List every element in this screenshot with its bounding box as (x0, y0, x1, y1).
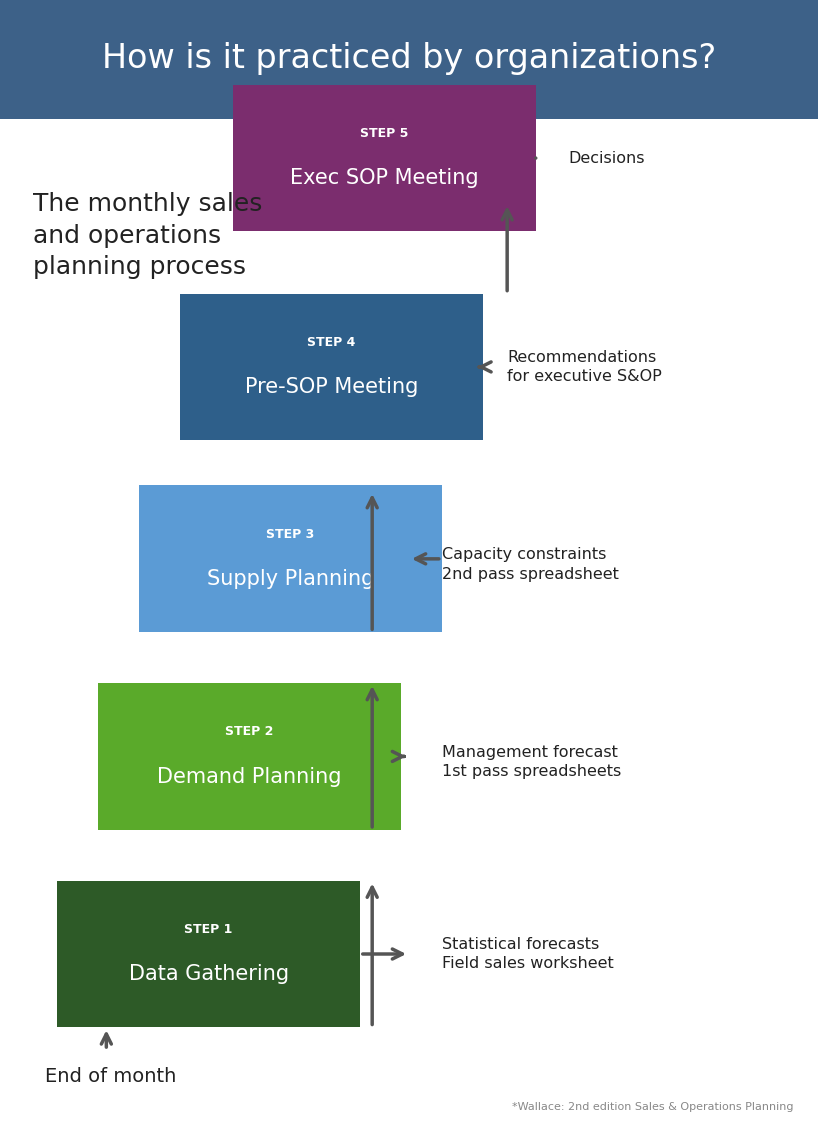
Text: STEP 2: STEP 2 (225, 725, 274, 738)
Text: The monthly sales
and operations
planning process: The monthly sales and operations plannin… (33, 192, 262, 279)
Text: STEP 3: STEP 3 (267, 527, 314, 541)
FancyBboxPatch shape (57, 881, 360, 1027)
FancyBboxPatch shape (180, 294, 483, 440)
Text: Demand Planning: Demand Planning (157, 767, 342, 787)
Text: Exec SOP Meeting: Exec SOP Meeting (290, 168, 479, 189)
Text: Management forecast
1st pass spreadsheets: Management forecast 1st pass spreadsheet… (442, 745, 621, 779)
Text: Pre-SOP Meeting: Pre-SOP Meeting (245, 377, 418, 397)
FancyBboxPatch shape (233, 85, 536, 231)
Text: STEP 4: STEP 4 (307, 335, 356, 349)
Text: STEP 5: STEP 5 (360, 126, 409, 140)
Text: Data Gathering: Data Gathering (128, 964, 289, 984)
Text: Recommendations
for executive S&OP: Recommendations for executive S&OP (507, 350, 662, 384)
Text: Decisions: Decisions (569, 150, 645, 166)
Text: How is it practiced by organizations?: How is it practiced by organizations? (102, 42, 716, 76)
Text: Statistical forecasts
Field sales worksheet: Statistical forecasts Field sales worksh… (442, 937, 614, 971)
Text: *Wallace: 2nd edition Sales & Operations Planning: *Wallace: 2nd edition Sales & Operations… (512, 1102, 793, 1112)
Text: Supply Planning: Supply Planning (207, 569, 374, 589)
FancyBboxPatch shape (98, 683, 401, 830)
FancyBboxPatch shape (139, 485, 442, 632)
FancyBboxPatch shape (0, 0, 818, 119)
Text: STEP 1: STEP 1 (184, 922, 233, 936)
Text: Capacity constraints
2nd pass spreadsheet: Capacity constraints 2nd pass spreadshee… (442, 548, 618, 581)
Text: End of month: End of month (45, 1067, 177, 1086)
